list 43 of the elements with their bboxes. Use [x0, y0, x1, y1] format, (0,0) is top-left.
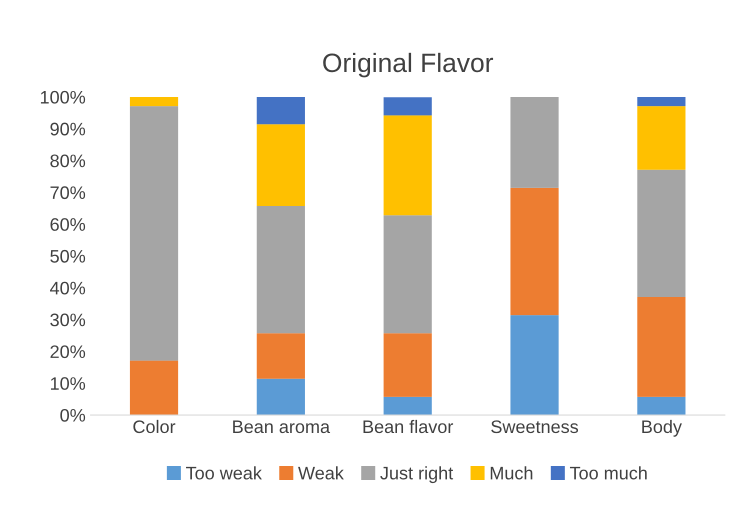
y-tick-label: 80%	[50, 154, 86, 168]
bar	[256, 206, 305, 334]
legend-label: Too weak	[186, 466, 262, 480]
bar	[510, 188, 559, 316]
bar	[130, 360, 178, 416]
bar	[256, 124, 305, 206]
bar	[637, 396, 686, 416]
bar	[384, 333, 432, 397]
bar	[384, 97, 432, 116]
bar	[130, 106, 178, 361]
bar	[637, 297, 686, 397]
bar	[256, 333, 305, 379]
y-tick-label: 50%	[50, 250, 86, 263]
bar	[384, 215, 432, 334]
legend-label: Much	[490, 466, 532, 480]
bar	[637, 96, 686, 106]
y-tick-label: 0%	[60, 408, 86, 422]
y-tick-label: 70%	[50, 186, 86, 200]
chart-title: Original Flavor	[323, 52, 494, 78]
bar	[510, 96, 559, 188]
bar	[637, 170, 686, 298]
x-tick-label: Color	[133, 420, 176, 434]
y-tick-label: 90%	[50, 122, 86, 136]
y-tick-label: 20%	[50, 345, 86, 358]
y-tick-label: 30%	[50, 314, 86, 326]
y-tick-label: 40%	[50, 282, 86, 294]
bar	[510, 315, 559, 416]
x-tick-label: Sweetness	[491, 420, 578, 434]
legend-label: Too much	[570, 466, 647, 480]
y-tick-label: 100%	[40, 90, 86, 104]
bar	[256, 96, 305, 124]
bar	[384, 396, 432, 416]
y-tick-label: 60%	[50, 218, 86, 231]
bar	[637, 106, 686, 170]
bar	[130, 96, 178, 106]
x-tick-label: Bean flavor	[364, 420, 454, 434]
legend-label: Weak	[298, 466, 344, 480]
x-tick-label: Bean aroma	[233, 420, 330, 434]
legend-label: Just right	[380, 466, 454, 484]
bar	[384, 115, 432, 216]
x-tick-label: Body	[642, 420, 682, 437]
y-tick-label: 10%	[50, 377, 86, 390]
bar	[256, 378, 305, 416]
